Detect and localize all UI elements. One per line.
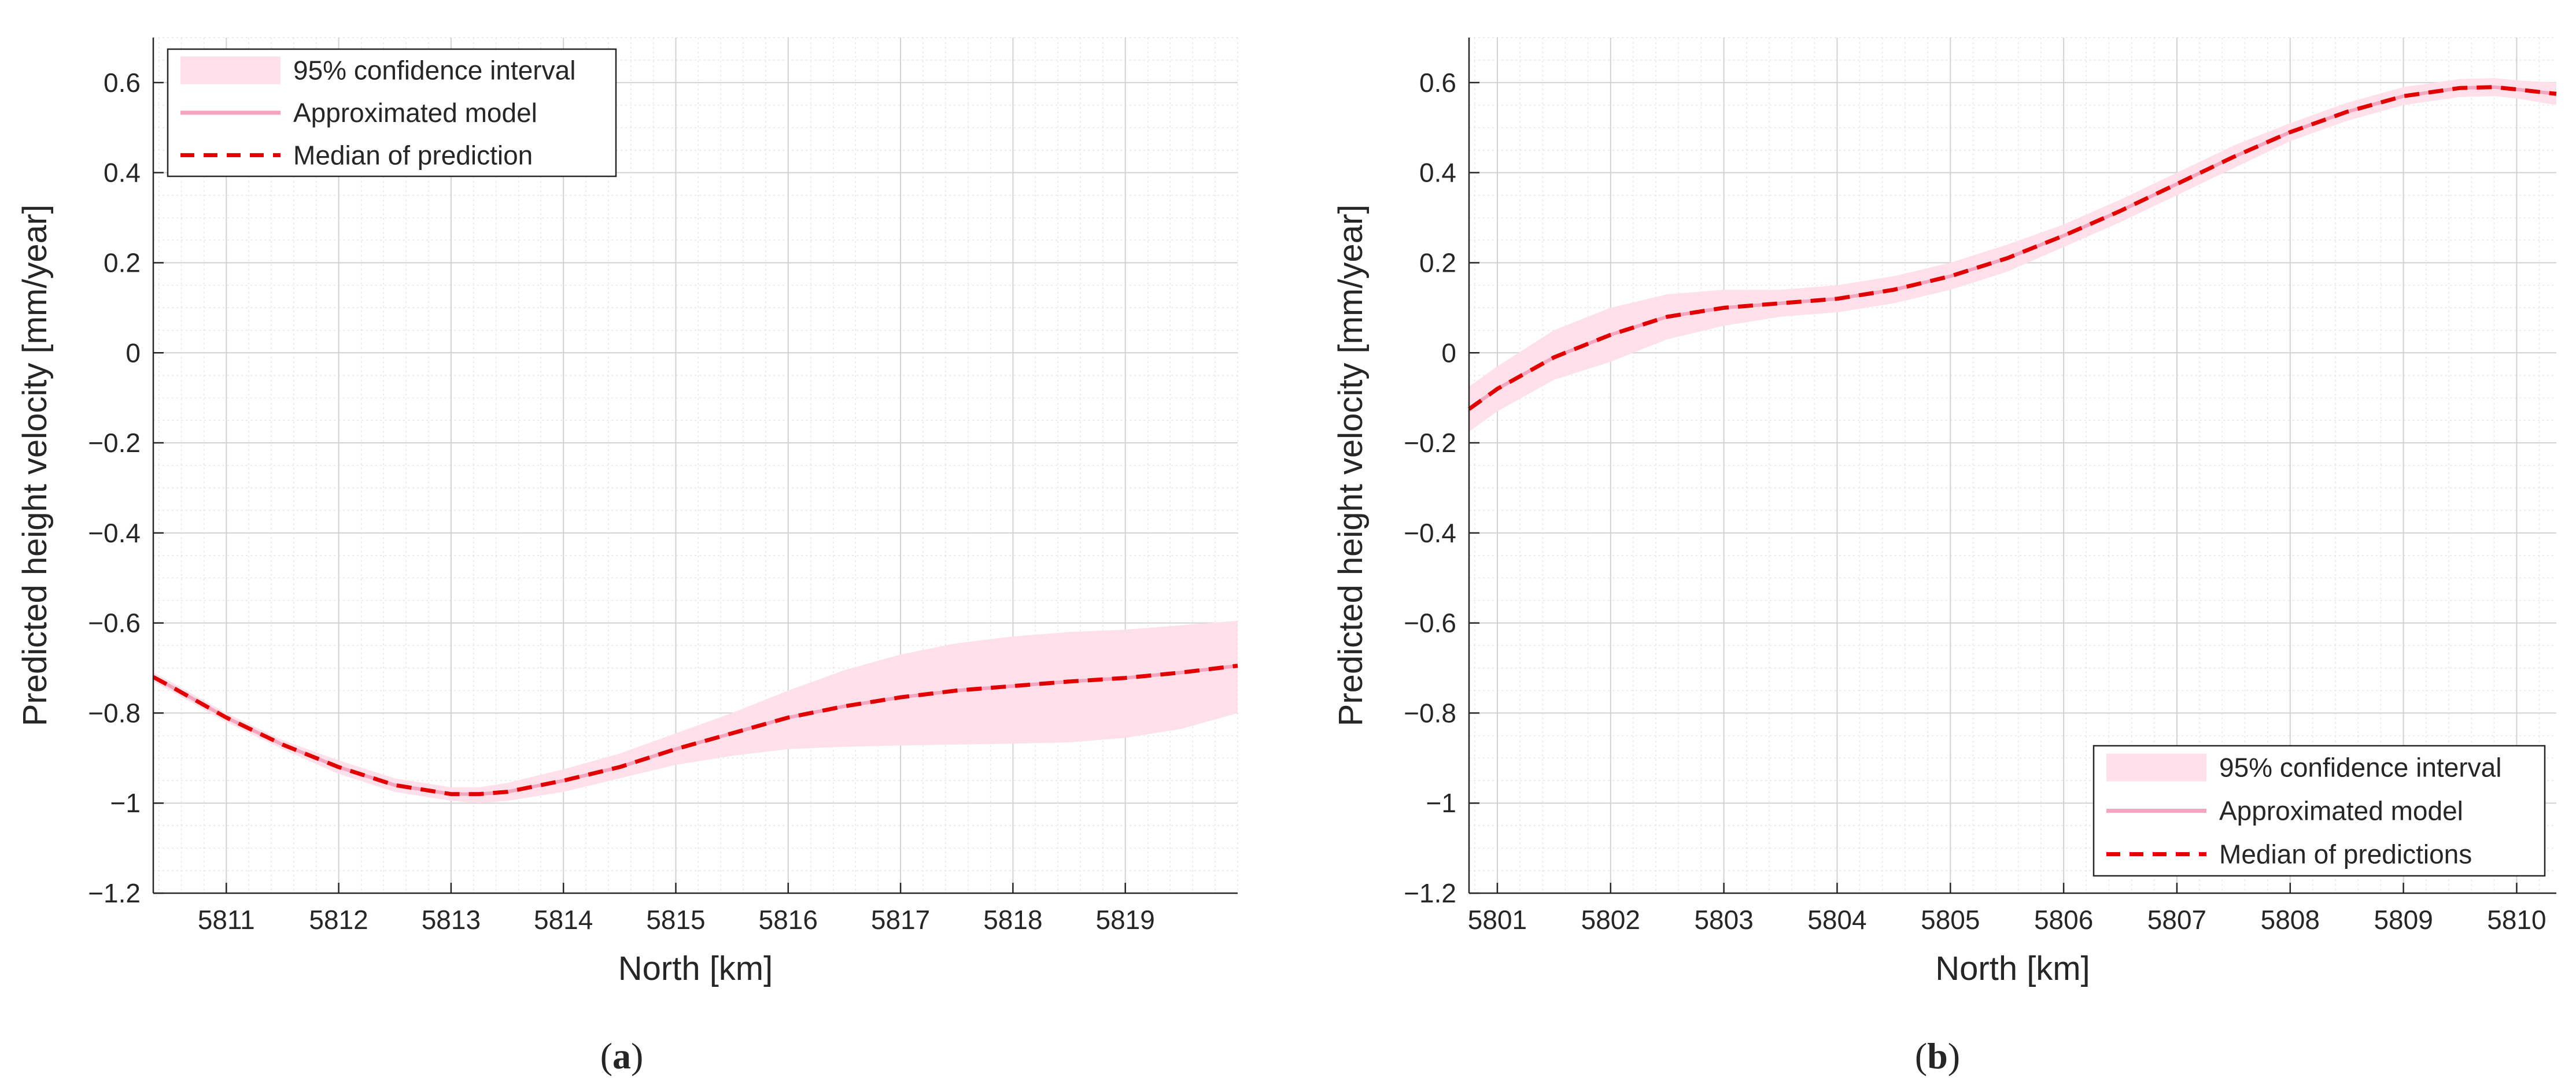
y-tick-label: 0.6	[104, 68, 141, 98]
y-tick-label: 0.4	[1419, 158, 1456, 188]
x-tick-label: 5812	[309, 905, 368, 935]
legend-entry: 95% confidence interval	[293, 55, 575, 86]
panel-label-letter: a	[612, 1035, 631, 1076]
x-tick-label: 5817	[871, 905, 930, 935]
median-prediction-line	[152, 664, 1238, 797]
y-tick-label: 0	[126, 338, 141, 368]
x-tick-label: 5801	[1468, 905, 1527, 935]
x-tick-label: 5816	[759, 905, 818, 935]
x-tick-label: 5813	[422, 905, 481, 935]
y-tick-label: −1	[1426, 788, 1456, 818]
panel-label-open: (	[1915, 1035, 1927, 1076]
y-axis-label: Predicted height velocity [mm/year]	[1332, 205, 1370, 727]
x-tick-label: 5814	[534, 905, 593, 935]
confidence-band	[153, 620, 1238, 804]
legend-entry: 95% confidence interval	[2219, 753, 2501, 783]
chart-panel-a: 5811 5812 5813 5814 5815 5816 5817 5818 5819 −1.2…	[16, 37, 1238, 1076]
x-tick-label: 5806	[2034, 905, 2093, 935]
y-tick-label: −0.4	[1404, 518, 1456, 548]
panel-label-close: )	[631, 1035, 643, 1076]
x-axis-label: North [km]	[1935, 950, 2090, 987]
y-tick-label: −1.2	[88, 878, 141, 908]
x-tick-label: 5810	[2487, 905, 2546, 935]
x-tick-label: 5802	[1581, 905, 1640, 935]
legend: 95% confidence interval Approximated mode…	[167, 48, 617, 177]
y-tick-label: −0.8	[1404, 698, 1456, 728]
x-tick-label: 5807	[2147, 905, 2206, 935]
x-tick-label: 5805	[1921, 905, 1980, 935]
x-tick-label: 5815	[646, 905, 705, 935]
x-tick-label: 5808	[2261, 905, 2320, 935]
y-tick-label: −0.8	[88, 698, 141, 728]
y-tick-label: 0.2	[104, 247, 141, 277]
median-prediction-line	[1467, 85, 2557, 411]
panel-label-letter: b	[1927, 1035, 1948, 1076]
y-tick-label: −1	[110, 788, 141, 818]
y-tick-label: −0.6	[1404, 608, 1456, 638]
x-tick-label: 5818	[983, 905, 1042, 935]
x-tick-label: 5803	[1694, 905, 1753, 935]
x-tick-label: 5804	[1807, 905, 1866, 935]
y-tick-label: −0.4	[88, 518, 141, 548]
y-tick-label: −0.2	[88, 428, 141, 458]
panel-label: (a)	[600, 1035, 644, 1076]
legend: 95% confidence interval Approximated mode…	[2092, 745, 2546, 877]
y-tick-label: −0.6	[88, 608, 141, 638]
legend-entry: Approximated model	[2219, 796, 2463, 826]
panel-label-open: (	[600, 1035, 612, 1076]
y-tick-label: 0	[1441, 338, 1456, 368]
y-tick-label: 0.6	[1419, 68, 1456, 98]
panel-label-close: )	[1948, 1035, 1960, 1076]
legend-entry: Median of prediction	[293, 140, 533, 170]
panel-label: (b)	[1915, 1035, 1960, 1076]
x-tick-label: 5809	[2374, 905, 2433, 935]
y-axis-label: Predicted height velocity [mm/year]	[16, 205, 54, 727]
y-tick-label: 0.2	[1419, 247, 1456, 277]
legend-swatch-band	[180, 56, 281, 84]
x-axis-label: North [km]	[618, 950, 773, 987]
x-tick-label: 5811	[198, 905, 255, 935]
legend-swatch-band	[2106, 753, 2206, 782]
y-tick-label: −1.2	[1404, 878, 1456, 908]
y-tick-label: −0.2	[1404, 428, 1456, 458]
x-tick-label: 5819	[1096, 905, 1155, 935]
legend-entry: Median of predictions	[2219, 839, 2472, 869]
legend-entry: Approximated model	[293, 98, 537, 128]
chart-panel-b: 5801 5802 5803 5804 5805 5806 5807 5808 5809 5810…	[1332, 37, 2557, 1076]
y-tick-label: 0.4	[104, 158, 141, 188]
